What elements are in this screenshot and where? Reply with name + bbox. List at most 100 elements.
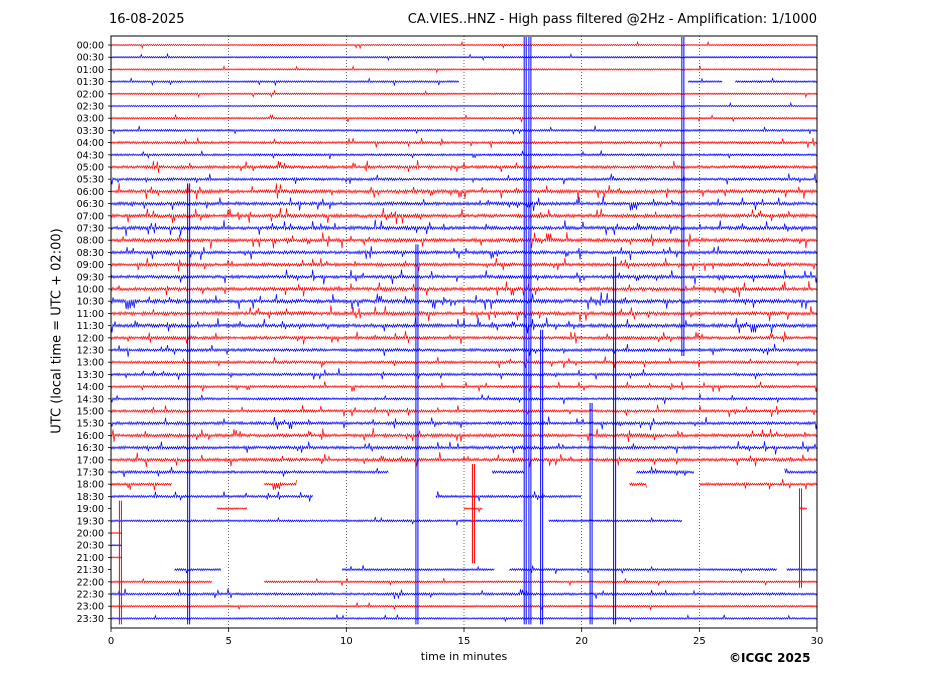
trace-0100 (110, 64, 818, 74)
y-tick-label: 03:30 (77, 126, 104, 137)
trace-1600 (110, 427, 818, 443)
spike-8 (613, 256, 617, 625)
trace-0200 (110, 89, 818, 99)
y-tick-label: 11:30 (77, 321, 104, 332)
trace-1300 (110, 356, 818, 369)
x-axis-ticks: 0 5 10 15 20 25 30 (108, 628, 823, 647)
trace-2330 (110, 614, 818, 623)
spike-5 (528, 37, 532, 625)
y-tick-label: 16:00 (77, 431, 104, 442)
y-tick-label: 02:30 (77, 102, 104, 113)
y-tick-label: 17:30 (77, 468, 104, 479)
y-tick-label: 15:00 (77, 407, 104, 418)
x-tick-label: 15 (458, 636, 471, 647)
spike-2 (415, 244, 419, 625)
date-label: 16-08-2025 (109, 12, 185, 27)
y-tick-label: 20:00 (77, 529, 104, 540)
trace-1630 (110, 441, 818, 455)
y-tick-label: 15:30 (77, 419, 104, 430)
spike-1 (187, 183, 191, 625)
x-axis-label: time in minutes (420, 650, 508, 663)
trace-1500 (110, 404, 818, 417)
y-tick-label: 21:30 (77, 565, 104, 576)
trace-0030 (110, 52, 818, 62)
trace-0730 (110, 219, 818, 237)
y-tick-label: 18:30 (77, 492, 104, 503)
chart-title: CA.VIES..HNZ - High pass filtered @2Hz -… (407, 12, 817, 27)
trace-0530 (110, 173, 818, 185)
y-tick-label: 22:30 (77, 590, 104, 601)
trace-1730 (110, 466, 818, 478)
y-tick-label: 10:30 (77, 297, 104, 308)
trace-1030 (110, 292, 818, 310)
y-tick-label: 00:00 (77, 41, 104, 52)
y-tick-label: 00:30 (77, 53, 104, 64)
x-tick-label: 0 (108, 636, 114, 647)
trace-1900 (217, 508, 817, 512)
y-tick-label: 14:00 (77, 382, 104, 393)
y-tick-label: 21:00 (77, 553, 104, 564)
trace-1330 (110, 368, 818, 380)
trace-1200 (110, 330, 818, 345)
y-tick-label: 08:30 (77, 248, 104, 259)
y-tick-label: 07:00 (77, 211, 104, 222)
trace-1800 (110, 478, 818, 491)
spike-3 (471, 464, 475, 564)
trace-2130 (174, 565, 818, 574)
copyright-label: ©ICGC 2025 (729, 651, 811, 665)
y-tick-label: 06:30 (77, 199, 104, 210)
trace-0130 (110, 77, 818, 87)
trace-0630 (110, 196, 818, 212)
trace-0300 (110, 113, 818, 123)
trace-2000 (111, 532, 817, 533)
y-tick-label: 01:00 (77, 65, 104, 76)
y-tick-label: 05:00 (77, 163, 104, 174)
y-tick-label: 18:00 (77, 480, 104, 491)
trace-1530 (110, 416, 818, 431)
trace-0830 (110, 245, 818, 261)
y-tick-label: 04:30 (77, 150, 104, 161)
y-tick-label: 11:00 (77, 309, 104, 320)
y-tick-label: 16:30 (77, 443, 104, 454)
y-tick-label: 10:00 (77, 285, 104, 296)
trace-0900 (110, 257, 818, 272)
x-tick-label: 10 (340, 636, 353, 647)
trace-0600 (110, 183, 818, 200)
y-tick-label: 02:00 (77, 89, 104, 100)
y-tick-label: 19:30 (77, 516, 104, 527)
y-tick-label: 20:30 (77, 541, 104, 552)
trace-1000 (110, 280, 818, 298)
trace-1230 (110, 343, 818, 357)
trace-1130 (110, 317, 818, 334)
x-tick-label: 20 (575, 636, 588, 647)
y-tick-label: 14:30 (77, 394, 104, 405)
spike-6 (540, 329, 544, 625)
y-tick-label: 22:00 (77, 577, 104, 588)
y-tick-label: 23:00 (77, 602, 104, 613)
y-tick-label: 13:30 (77, 370, 104, 381)
y-tick-label: 09:30 (77, 272, 104, 283)
trace-1100 (110, 305, 818, 322)
trace-0230 (110, 101, 818, 108)
trace-1430 (110, 394, 818, 405)
spike-10 (799, 488, 803, 588)
trace-0800 (110, 232, 818, 249)
trace-0430 (110, 150, 818, 160)
trace-0000 (110, 40, 818, 50)
spike-7 (589, 403, 593, 625)
x-tick-label: 5 (225, 636, 231, 647)
trace-1400 (110, 381, 818, 392)
y-tick-label: 17:00 (77, 455, 104, 466)
y-tick-label: 05:30 (77, 175, 104, 186)
y-tick-label: 03:00 (77, 114, 104, 125)
y-tick-label: 13:00 (77, 358, 104, 369)
y-tick-label: 04:00 (77, 138, 104, 149)
trace-2100 (111, 557, 817, 558)
trace-0500 (110, 160, 818, 173)
trace-0330 (110, 125, 818, 135)
y-tick-label: 08:00 (77, 236, 104, 247)
trace-1700 (110, 452, 818, 468)
spike-lines (118, 37, 803, 625)
y-tick-label: 12:30 (77, 346, 104, 357)
